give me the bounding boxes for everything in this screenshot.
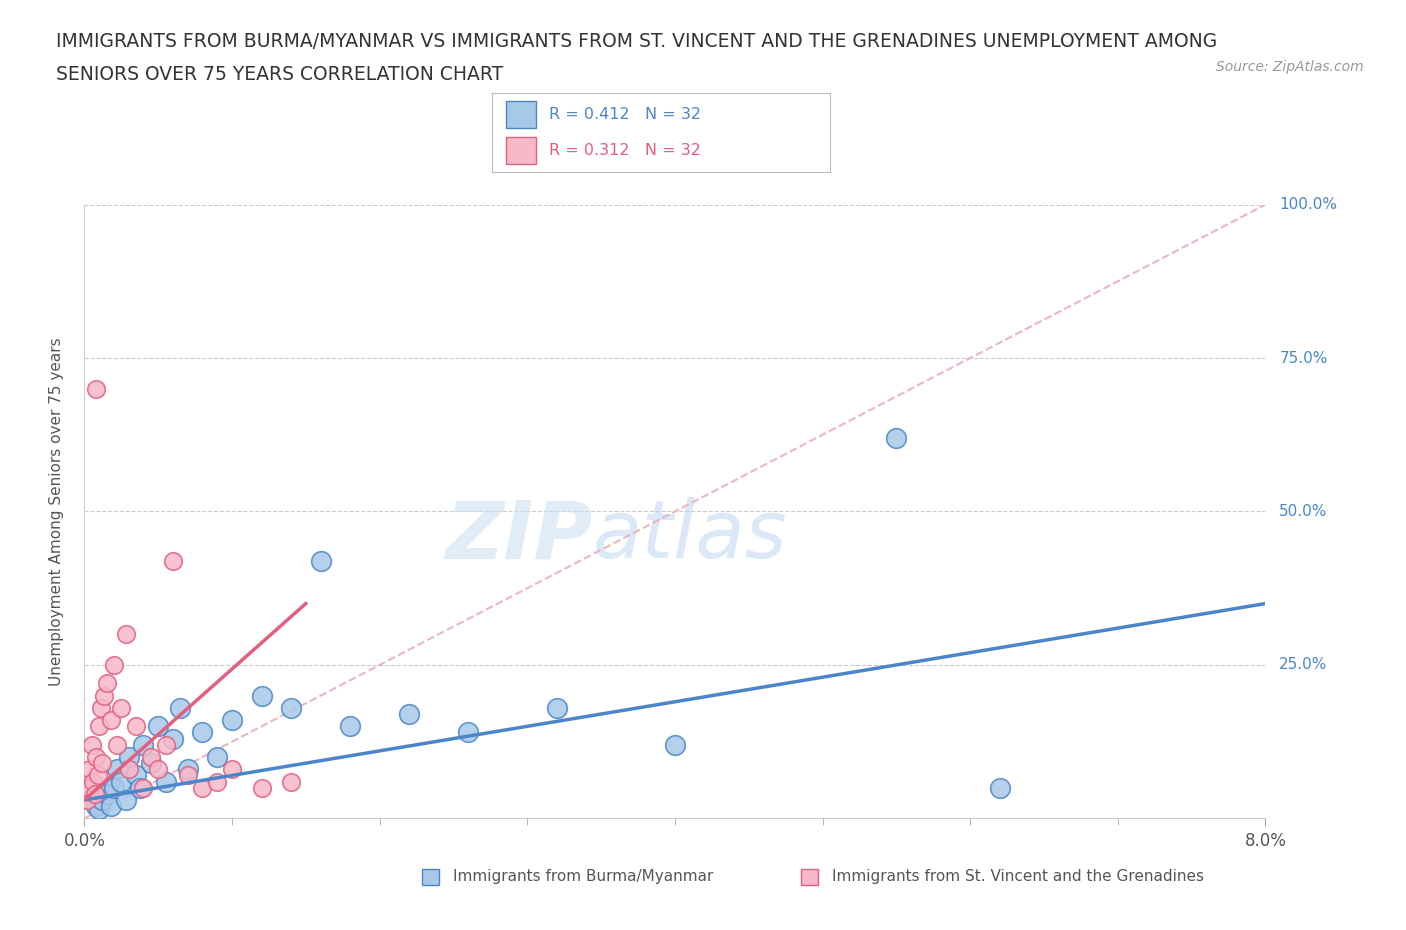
FancyBboxPatch shape [506, 138, 536, 165]
Point [221, 762, 243, 777]
Point [87, 719, 111, 734]
Point [191, 725, 214, 740]
Point [103, 780, 125, 795]
Point [139, 756, 162, 771]
FancyBboxPatch shape [506, 101, 536, 127]
Text: atlas: atlas [592, 497, 787, 575]
Point [280, 774, 302, 789]
Point [169, 700, 191, 715]
Point [177, 762, 200, 777]
Point [205, 750, 228, 764]
Point [155, 774, 177, 789]
Point [148, 762, 170, 777]
Point [280, 700, 302, 715]
Point [91, 756, 114, 771]
Point [82, 774, 104, 789]
Point [83, 787, 105, 802]
Point [250, 780, 273, 795]
Point [132, 780, 155, 795]
Point [886, 431, 908, 445]
Point [457, 725, 479, 740]
Point [110, 774, 132, 789]
Point [114, 792, 136, 807]
Point [96, 676, 118, 691]
Text: ZIP: ZIP [444, 497, 592, 575]
Point [84, 799, 107, 814]
Point [139, 750, 162, 764]
Text: IMMIGRANTS FROM BURMA/MYANMAR VS IMMIGRANTS FROM ST. VINCENT AND THE GRENADINES : IMMIGRANTS FROM BURMA/MYANMAR VS IMMIGRA… [56, 33, 1218, 51]
Point [221, 712, 243, 727]
Point [80, 737, 103, 752]
Point [118, 750, 141, 764]
Point [77, 780, 100, 795]
Point [76, 792, 98, 807]
Point [191, 780, 214, 795]
Point [339, 719, 361, 734]
Point [86, 768, 108, 783]
Point [105, 762, 128, 777]
Point [155, 737, 177, 752]
Point [79, 762, 101, 777]
Point [129, 780, 152, 795]
Point [100, 799, 122, 814]
Y-axis label: Unemployment Among Seniors over 75 years: Unemployment Among Seniors over 75 years [49, 338, 63, 685]
Point [90, 700, 112, 715]
Point [125, 768, 148, 783]
Point [398, 707, 420, 722]
Point [100, 712, 122, 727]
Point [148, 719, 170, 734]
Point [91, 792, 114, 807]
Point [84, 750, 107, 764]
Point [84, 381, 107, 396]
Point [162, 731, 184, 746]
Point [546, 700, 568, 715]
Text: 25.0%: 25.0% [1279, 658, 1327, 672]
Point [87, 802, 111, 817]
Text: R = 0.312   N = 32: R = 0.312 N = 32 [550, 143, 702, 158]
Point [114, 627, 136, 642]
Point [988, 780, 1011, 795]
Point [205, 774, 228, 789]
Text: Immigrants from Burma/Myanmar: Immigrants from Burma/Myanmar [453, 870, 713, 884]
Text: 100.0%: 100.0% [1279, 197, 1337, 212]
Text: Immigrants from St. Vincent and the Grenadines: Immigrants from St. Vincent and the Gren… [832, 870, 1204, 884]
Point [103, 658, 125, 672]
Text: 50.0%: 50.0% [1279, 504, 1327, 519]
Point [125, 719, 148, 734]
Point [132, 737, 155, 752]
Point [118, 762, 141, 777]
Point [110, 700, 132, 715]
Text: SENIORS OVER 75 YEARS CORRELATION CHART: SENIORS OVER 75 YEARS CORRELATION CHART [56, 65, 503, 84]
Point [93, 688, 115, 703]
Point [664, 737, 686, 752]
Text: 75.0%: 75.0% [1279, 351, 1327, 365]
Point [177, 768, 200, 783]
Point [162, 553, 184, 568]
Point [105, 737, 128, 752]
Point [96, 787, 118, 802]
Point [250, 688, 273, 703]
Text: R = 0.412   N = 32: R = 0.412 N = 32 [550, 107, 702, 122]
Point [309, 553, 332, 568]
Text: Source: ZipAtlas.com: Source: ZipAtlas.com [1216, 60, 1364, 74]
